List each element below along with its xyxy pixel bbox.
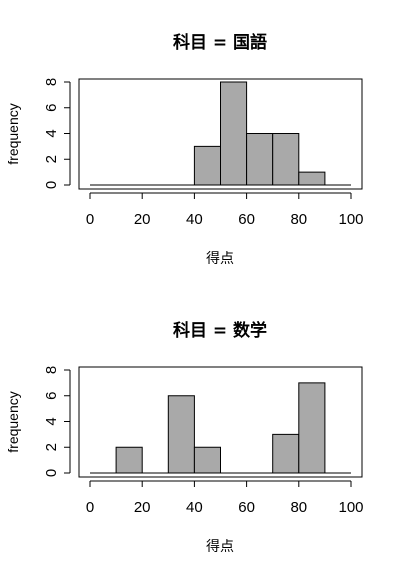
y-axis-label: frequency [5, 391, 21, 452]
axes: 0 20 40 60 80 100 0 2 4 6 8 [43, 78, 364, 228]
x-tick-label: 80 [290, 499, 307, 516]
x-tick-label: 20 [134, 499, 151, 516]
histogram-bar [167, 395, 195, 474]
bars [90, 382, 351, 474]
x-tick-label: 40 [186, 499, 203, 516]
x-tick-label: 40 [186, 211, 203, 228]
x-tick-label: 80 [290, 211, 307, 228]
y-tick-label: 8 [43, 78, 60, 86]
bars [90, 81, 351, 186]
y-tick-label: 4 [43, 129, 60, 137]
plot-box [78, 78, 363, 190]
chart-title: 科目 = 数学 [173, 320, 267, 341]
plot-box [78, 366, 363, 478]
x-tick-label: 60 [238, 211, 255, 228]
histogram-bar [220, 81, 248, 186]
chart-title: 科目 = 国語 [173, 32, 267, 53]
x-axis-label: 得点 [206, 250, 234, 267]
y-tick-label: 8 [43, 366, 60, 374]
x-tick-label: 0 [86, 499, 94, 516]
y-tick-label: 4 [43, 417, 60, 425]
histogram-bar [272, 433, 300, 474]
axes: 0 20 40 60 80 100 0 2 4 6 8 [43, 366, 364, 516]
histogram-panel-math: 科目 = 数学 frequency 得点 0 20 40 60 80 100 0 2 4 6 8 [5, 320, 364, 555]
histogram-bar [298, 382, 326, 474]
histogram-bar [193, 145, 221, 186]
y-axis-label: frequency [5, 103, 21, 164]
histogram-panel-japanese: 科目 = 国語 frequency 得点 0 20 40 60 80 100 0 2 4 6 8 [5, 32, 364, 267]
histogram-bar [193, 446, 221, 474]
y-tick-label: 2 [43, 443, 60, 451]
y-tick-label: 6 [43, 392, 60, 400]
y-tick-label: 0 [43, 469, 60, 477]
x-tick-label: 60 [238, 499, 255, 516]
histogram-bar [298, 171, 326, 186]
x-tick-label: 100 [338, 499, 363, 516]
x-tick-label: 20 [134, 211, 151, 228]
y-tick-label: 2 [43, 155, 60, 163]
histogram-bar [115, 446, 143, 474]
y-tick-label: 0 [43, 181, 60, 189]
histogram-bar [246, 133, 274, 186]
y-tick-label: 6 [43, 104, 60, 112]
x-tick-label: 0 [86, 211, 94, 228]
x-axis-label: 得点 [206, 538, 234, 555]
x-tick-label: 100 [338, 211, 363, 228]
histogram-bar [272, 133, 300, 186]
